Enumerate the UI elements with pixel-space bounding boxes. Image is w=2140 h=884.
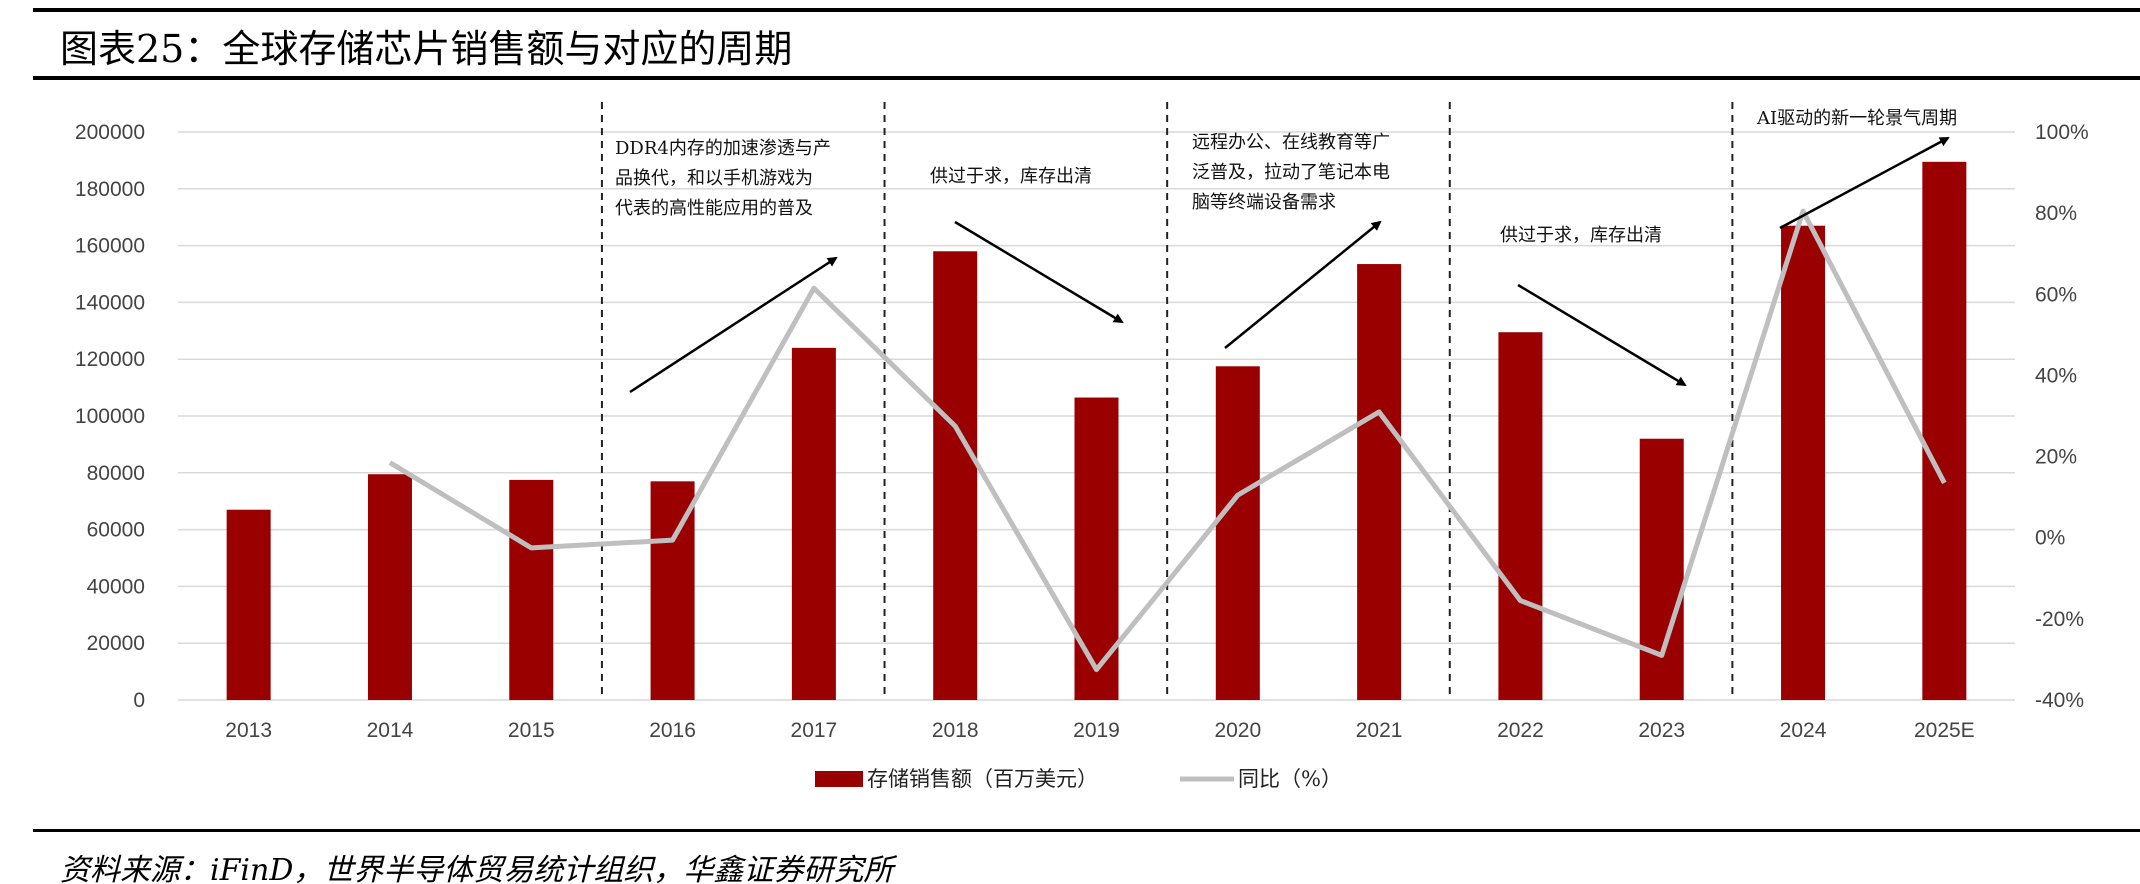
bar-2020 <box>1215 366 1260 700</box>
left-tick-label: 160000 <box>75 235 145 258</box>
x-tick-label: 2023 <box>1638 719 1685 742</box>
x-tick-label: 2025E <box>1914 719 1975 742</box>
annotation-line: AI驱动的新一轮景气周期 <box>1756 108 1957 129</box>
left-tick-label: 140000 <box>75 291 145 314</box>
legend-bar-swatch <box>815 771 863 787</box>
trend-arrow <box>1224 220 1382 349</box>
annotations: DDR4内存的加速渗透与产品换代，和以手机游戏为代表的高性能应用的普及供过于求，… <box>615 108 1957 246</box>
left-tick-label: 120000 <box>75 348 145 371</box>
x-tick-label: 2017 <box>791 719 838 742</box>
annotation-line: 代表的高性能应用的普及 <box>615 198 813 219</box>
bar-2024 <box>1781 225 1826 700</box>
yoy-line <box>388 208 1947 673</box>
x-tick-label: 2018 <box>932 719 979 742</box>
figure-title: 图表25：全球存储芯片销售额与对应的周期 <box>60 27 793 71</box>
left-tick-label: 20000 <box>87 632 145 655</box>
top-rule <box>33 8 2140 12</box>
right-axis-ticks: -40% -20% 0% 20% 40% 60% 80% 100% <box>2035 121 2089 712</box>
right-tick-label: 40% <box>2035 364 2077 387</box>
annotation-1: DDR4内存的加速渗透与产品换代，和以手机游戏为代表的高性能应用的普及 <box>615 138 831 219</box>
trend-arrow <box>1779 136 1950 230</box>
right-tick-label: 20% <box>2035 446 2077 469</box>
bars <box>226 161 1967 700</box>
annotation-4: 供过于求，库存出清 <box>1500 225 1662 246</box>
annotation-5: AI驱动的新一轮景气周期 <box>1756 108 1957 129</box>
left-tick-label: 40000 <box>87 575 145 598</box>
annotation-line: 远程办公、在线教育等广 <box>1192 132 1390 153</box>
trend-arrow <box>629 256 838 394</box>
left-tick-label: 180000 <box>75 178 145 201</box>
trend-arrow <box>954 220 1124 324</box>
annotation-line: DDR4内存的加速渗透与产 <box>615 138 831 159</box>
right-tick-label: -20% <box>2035 608 2084 631</box>
bar-2023 <box>1639 438 1684 700</box>
bar-2014 <box>367 474 412 700</box>
left-tick-label: 100000 <box>75 405 145 428</box>
annotation-line: 脑等终端设备需求 <box>1192 192 1336 213</box>
trend-arrow <box>1517 283 1687 387</box>
bar-2013 <box>226 509 271 700</box>
source-note: 资料来源：iFinD，世界半导体贸易统计组织，华鑫证券研究所 <box>60 853 894 884</box>
x-tick-label: 2022 <box>1497 719 1544 742</box>
legend: 存储销售额（百万美元） 同比（%） <box>815 767 1342 791</box>
left-tick-label: 60000 <box>87 519 145 542</box>
annotation-2: 供过于求，库存出清 <box>930 166 1092 187</box>
bar-2017 <box>791 347 836 700</box>
bar-2015 <box>509 479 554 700</box>
x-tick-label: 2020 <box>1214 719 1261 742</box>
annotation-line: 泛普及，拉动了笔记本电 <box>1192 162 1390 183</box>
bar-2021 <box>1357 264 1402 700</box>
title-rule <box>33 76 2140 80</box>
annotation-line: 供过于求，库存出清 <box>930 166 1092 187</box>
right-tick-label: -40% <box>2035 689 2084 712</box>
left-tick-label: 0 <box>133 689 145 712</box>
x-tick-label: 2021 <box>1356 719 1403 742</box>
chart: DDR4内存的加速渗透与产品换代，和以手机游戏为代表的高性能应用的普及供过于求，… <box>75 102 2089 791</box>
legend-line-label: 同比（%） <box>1238 767 1342 791</box>
bar-2025E <box>1922 161 1967 700</box>
x-tick-label: 2019 <box>1073 719 1120 742</box>
right-tick-label: 80% <box>2035 202 2077 225</box>
annotation-3: 远程办公、在线教育等广泛普及，拉动了笔记本电脑等终端设备需求 <box>1192 132 1390 213</box>
left-tick-label: 200000 <box>75 121 145 144</box>
x-axis-ticks: 2013 2014 2015 2016 2017 2018 2019 2020 2021 2022… <box>225 719 1974 742</box>
x-tick-label: 2015 <box>508 719 555 742</box>
right-tick-label: 0% <box>2035 527 2065 550</box>
annotation-line: 品换代，和以手机游戏为 <box>615 168 813 189</box>
left-axis-ticks: 0 20000 40000 60000 80000 100000 120000 140000 1… <box>75 121 145 712</box>
bar-2019 <box>1074 397 1119 700</box>
bottom-rule <box>33 829 2140 832</box>
x-tick-label: 2013 <box>225 719 272 742</box>
yoy-polyline <box>388 208 1947 673</box>
x-tick-label: 2024 <box>1780 719 1827 742</box>
legend-bar-label: 存储销售额（百万美元） <box>867 767 1098 791</box>
x-tick-label: 2016 <box>649 719 696 742</box>
right-tick-label: 60% <box>2035 283 2077 306</box>
annotation-line: 供过于求，库存出清 <box>1500 225 1662 246</box>
x-tick-label: 2014 <box>367 719 414 742</box>
left-tick-label: 80000 <box>87 462 145 485</box>
right-tick-label: 100% <box>2035 121 2089 144</box>
bar-2018 <box>933 251 978 700</box>
bar-2022 <box>1498 332 1543 700</box>
period-dividers <box>600 102 1734 700</box>
trend-arrows <box>629 136 1950 394</box>
